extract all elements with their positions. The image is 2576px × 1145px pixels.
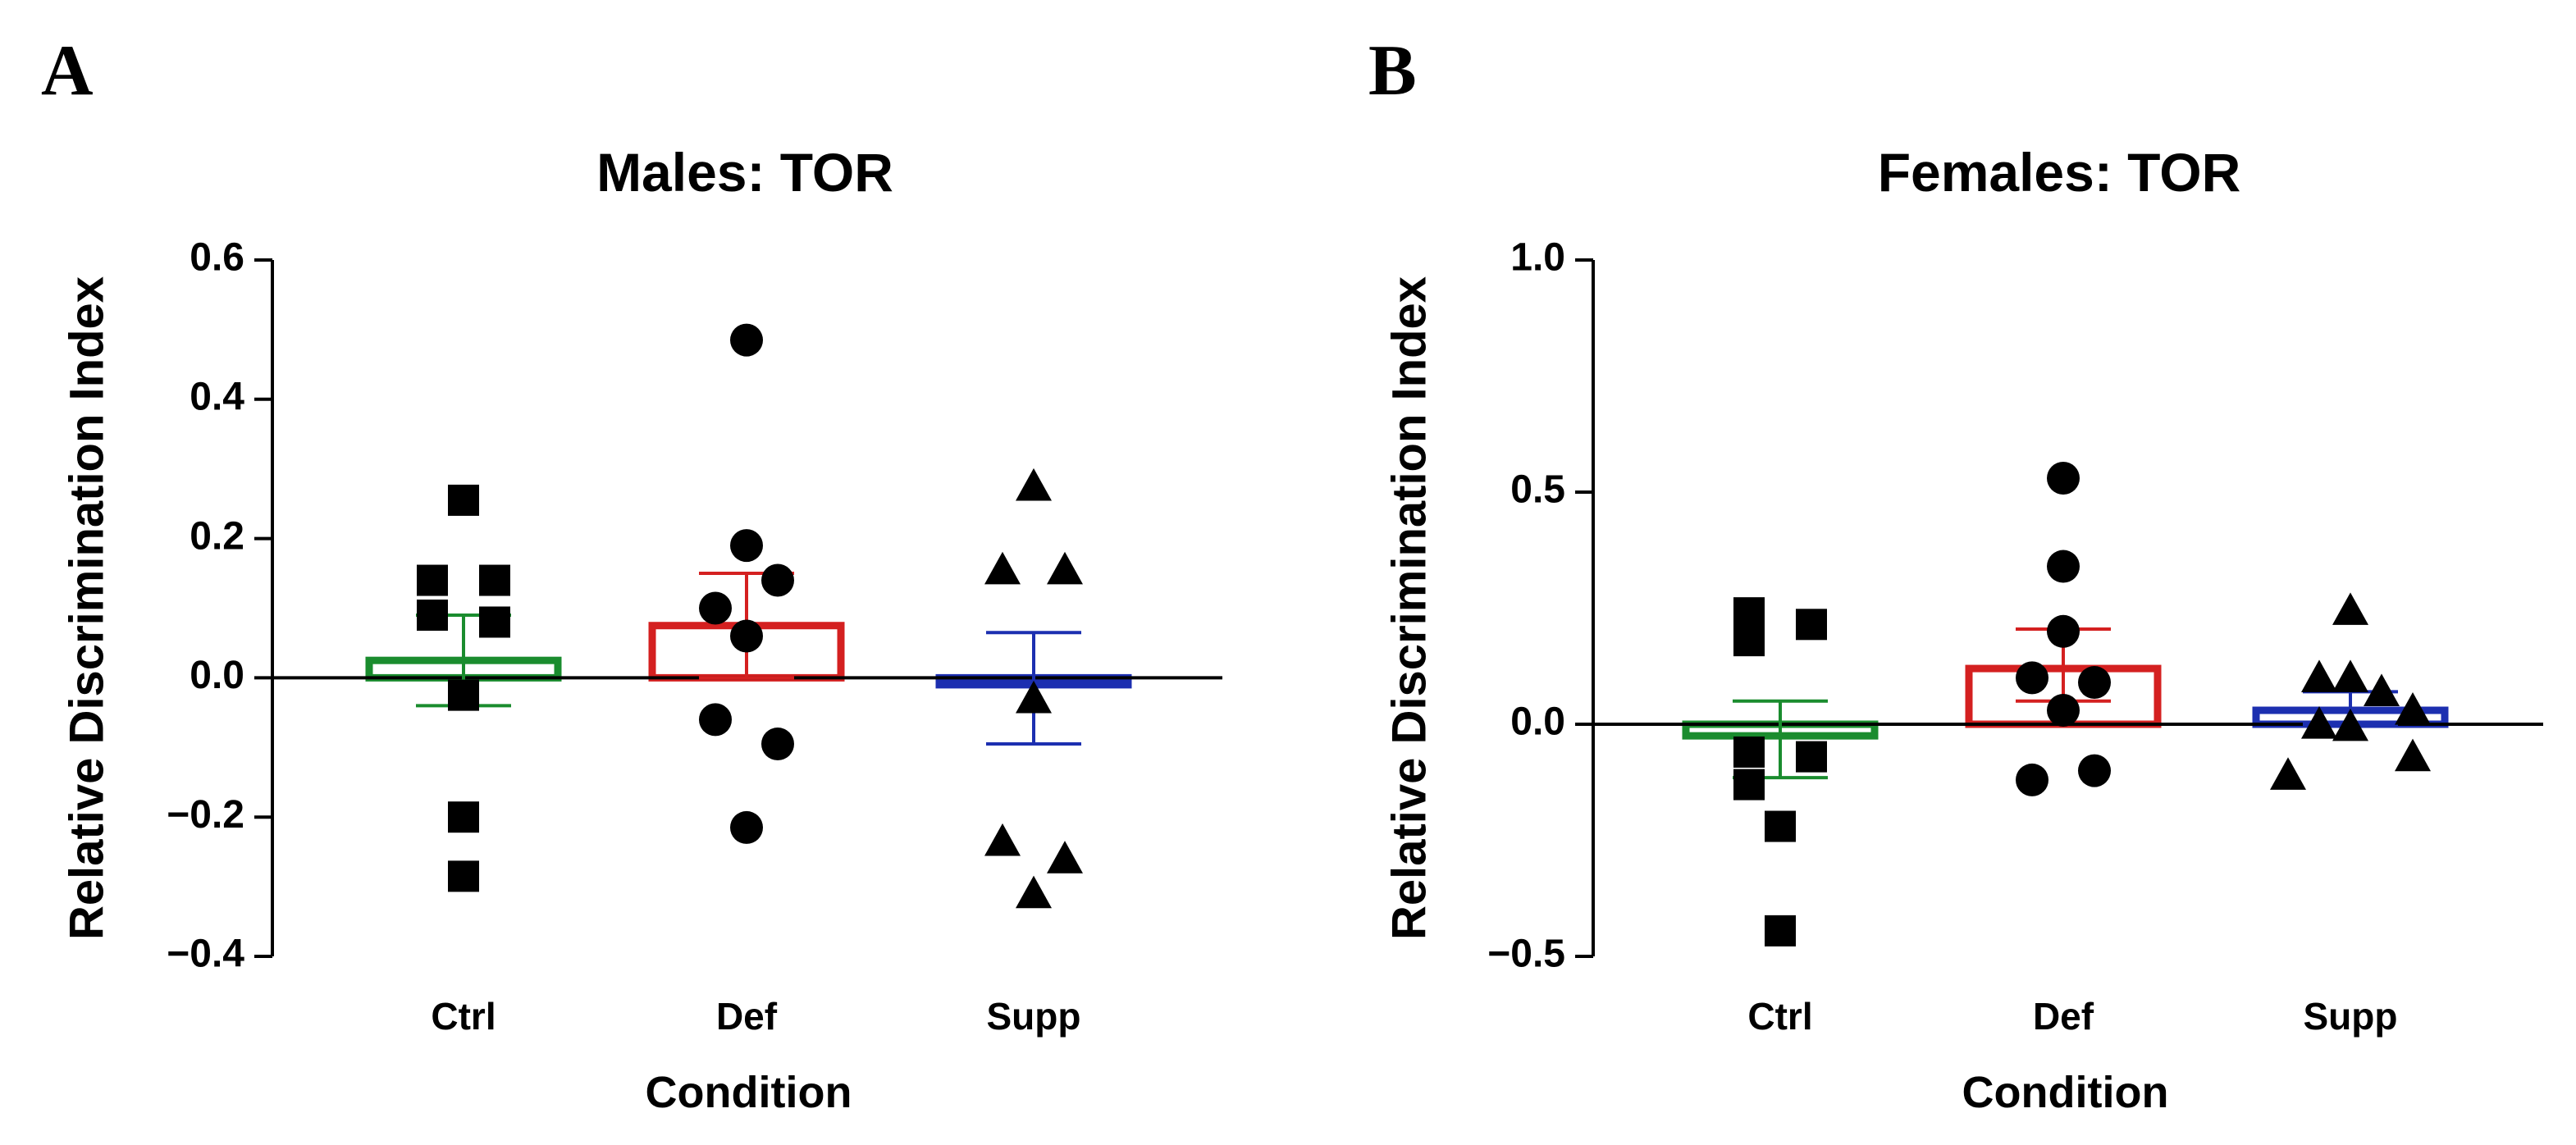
data-point-square bbox=[1733, 769, 1765, 801]
y-axis-label: Relative Discrimination Index bbox=[1382, 276, 1436, 940]
y-tick-label: 1.0 bbox=[1510, 236, 1565, 280]
data-point-square bbox=[448, 679, 479, 711]
data-point-circle bbox=[2016, 661, 2048, 695]
x-axis-label: Condition bbox=[646, 1068, 852, 1117]
data-point-circle bbox=[2047, 550, 2080, 583]
data-point-circle bbox=[730, 323, 763, 357]
data-point-square bbox=[1765, 810, 1796, 842]
data-point-circle bbox=[2078, 666, 2111, 700]
data-point-triangle bbox=[2332, 708, 2368, 741]
data-point-triangle bbox=[1016, 680, 1052, 714]
data-point-triangle bbox=[2395, 738, 2431, 772]
data-point-circle bbox=[2047, 614, 2080, 648]
data-point-square bbox=[479, 564, 510, 596]
data-point-square bbox=[448, 801, 479, 833]
data-point-circle bbox=[2078, 754, 2111, 787]
data-point-triangle bbox=[984, 551, 1021, 585]
data-point-circle bbox=[699, 591, 732, 625]
x-tick-label: Def bbox=[2033, 995, 2094, 1038]
data-point-circle bbox=[699, 703, 732, 737]
data-point-triangle bbox=[2395, 692, 2431, 725]
y-tick-label: 0.4 bbox=[190, 375, 244, 418]
y-tick-label: 0.0 bbox=[1510, 700, 1565, 744]
x-tick-label: Supp bbox=[2304, 995, 2398, 1038]
y-tick-label: −0.2 bbox=[167, 793, 244, 837]
data-point-square bbox=[1765, 915, 1796, 947]
data-point-triangle bbox=[2364, 673, 2400, 706]
data-point-square bbox=[448, 860, 479, 892]
data-point-square bbox=[1796, 609, 1827, 641]
chart-title: Males: TOR bbox=[596, 142, 893, 203]
data-point-square bbox=[479, 606, 510, 638]
panel-b: B Females: TOR Relative Discrimination Ind… bbox=[1368, 31, 2543, 1117]
data-point-triangle bbox=[2301, 706, 2337, 739]
y-tick-label: 0.0 bbox=[190, 654, 244, 697]
y-tick-label: −0.4 bbox=[167, 933, 244, 976]
data-point-triangle bbox=[984, 823, 1021, 856]
x-tick-label: Ctrl bbox=[431, 995, 496, 1038]
data-point-triangle bbox=[1047, 551, 1083, 585]
data-point-circle bbox=[2016, 763, 2048, 796]
panel-letter: B bbox=[1368, 31, 1417, 111]
data-point-square bbox=[1796, 741, 1827, 773]
data-point-circle bbox=[730, 810, 763, 844]
data-point-triangle bbox=[1016, 875, 1052, 909]
data-point-triangle bbox=[2270, 757, 2306, 790]
y-axis-label: Relative Discrimination Index bbox=[60, 276, 113, 940]
x-tick-label: Def bbox=[716, 995, 778, 1038]
data-point-circle bbox=[761, 728, 794, 761]
data-point-circle bbox=[730, 529, 763, 563]
data-point-circle bbox=[2047, 694, 2080, 728]
data-point-triangle bbox=[2332, 659, 2368, 692]
y-tick-label: −0.5 bbox=[1487, 933, 1565, 976]
x-axis-label: Condition bbox=[1962, 1068, 2169, 1117]
data-point-square bbox=[417, 599, 448, 631]
y-tick-label: 0.2 bbox=[190, 514, 244, 558]
panel-letter: A bbox=[41, 31, 94, 111]
data-point-circle bbox=[761, 563, 794, 597]
data-point-square bbox=[1733, 736, 1765, 768]
data-point-triangle bbox=[1016, 468, 1052, 501]
data-point-triangle bbox=[2301, 659, 2337, 692]
x-tick-label: Ctrl bbox=[1747, 995, 1812, 1038]
data-point-circle bbox=[730, 619, 763, 653]
data-point-circle bbox=[2047, 462, 2080, 495]
data-point-square bbox=[448, 484, 479, 516]
x-tick-label: Supp bbox=[987, 995, 1081, 1038]
data-point-triangle bbox=[1047, 841, 1083, 874]
y-tick-label: 0.5 bbox=[1510, 468, 1565, 512]
panel-a: A Males: TOR Relative Discrimination Index… bbox=[41, 31, 1222, 1117]
data-point-square bbox=[417, 564, 448, 596]
data-point-triangle bbox=[2332, 592, 2368, 625]
data-point-square bbox=[1733, 625, 1765, 657]
y-tick-label: 0.6 bbox=[190, 236, 244, 280]
chart-title: Females: TOR bbox=[1878, 142, 2241, 203]
data-point-square bbox=[1733, 597, 1765, 629]
